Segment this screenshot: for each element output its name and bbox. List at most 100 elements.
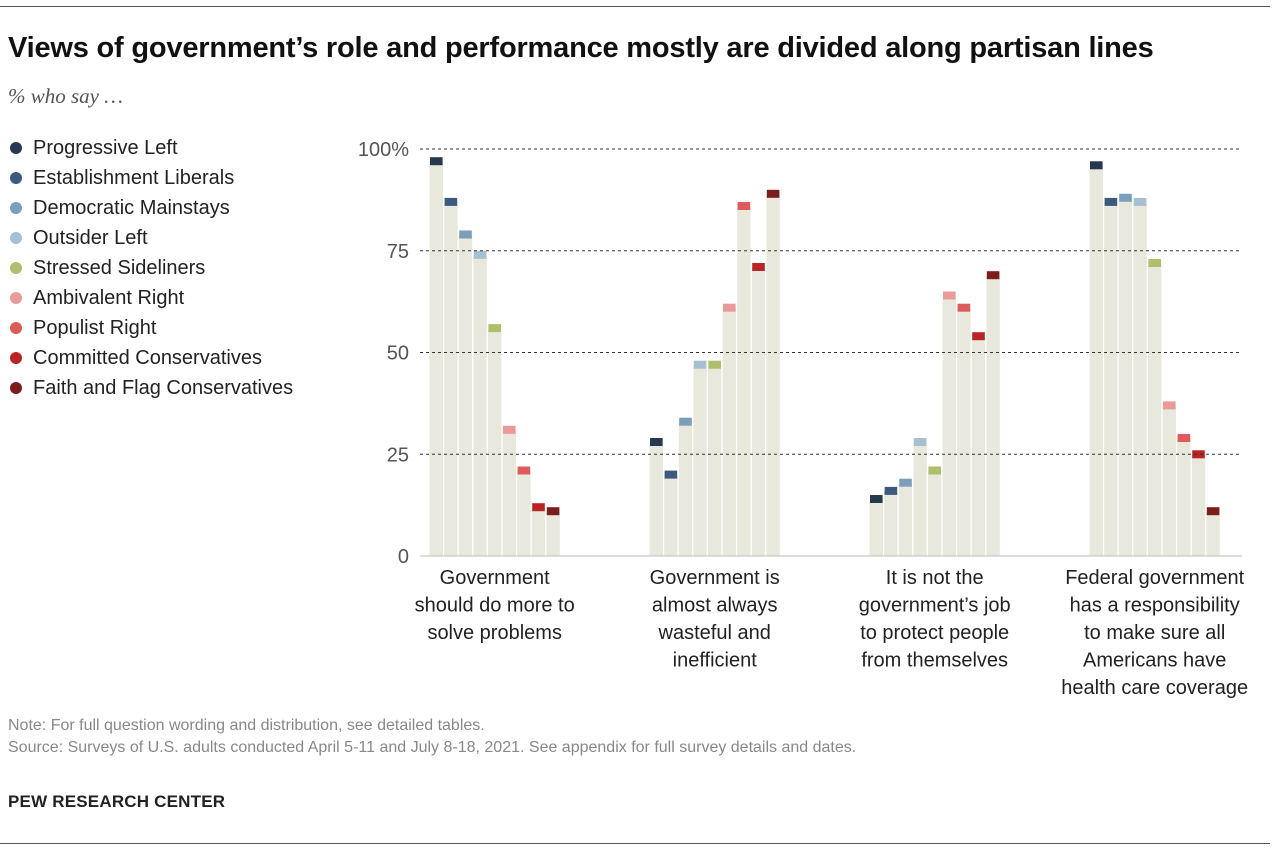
bar-marker	[679, 417, 692, 426]
bar-marker	[650, 438, 663, 446]
legend-label: Outsider Left	[33, 226, 148, 249]
bar-marker	[943, 291, 956, 300]
x-tick-label: solve problems	[427, 622, 562, 644]
bar	[750, 266, 767, 557]
y-tick-label: 25	[387, 444, 409, 466]
bar-marker	[546, 507, 560, 516]
x-tick-label: from themselves	[861, 650, 1008, 672]
bar-marker	[986, 271, 1000, 280]
bar-marker	[1177, 434, 1191, 442]
bar	[1175, 437, 1192, 557]
bar	[472, 254, 488, 557]
legend-label: Faith and Flag Conservatives	[33, 376, 294, 399]
bar	[706, 364, 723, 557]
bar	[1146, 262, 1163, 557]
legend-item: Ambivalent Right	[10, 283, 293, 313]
bar-marker	[723, 303, 736, 312]
bar	[1088, 164, 1105, 557]
bar-marker	[913, 438, 927, 446]
bar	[530, 506, 547, 557]
bar	[648, 441, 665, 557]
bar	[941, 294, 958, 557]
y-tick-label: 75	[387, 241, 409, 263]
bar	[765, 193, 781, 557]
bar	[970, 335, 987, 557]
bar	[501, 429, 518, 557]
bar-marker	[752, 263, 765, 271]
bar-marker	[444, 197, 458, 206]
legend-label: Establishment Liberals	[33, 166, 235, 189]
x-tick-label: Government	[440, 567, 550, 589]
bar	[486, 327, 503, 557]
bar	[868, 498, 885, 557]
legend-swatch	[10, 382, 22, 394]
legend-item: Committed Conservatives	[10, 343, 293, 373]
bar	[955, 307, 972, 557]
bar	[735, 205, 752, 557]
legend-swatch	[10, 142, 22, 154]
x-tick-label: wasteful and	[658, 622, 771, 644]
bar-marker	[473, 250, 487, 259]
legend-swatch	[10, 232, 22, 244]
bar-marker	[957, 303, 971, 312]
top-rule	[0, 6, 1270, 7]
legend-swatch	[10, 172, 22, 184]
bar	[677, 421, 694, 557]
bar-marker	[766, 189, 780, 198]
legend-label: Populist Right	[33, 316, 157, 339]
bar-marker	[430, 157, 443, 166]
bar-group	[428, 157, 561, 557]
x-tick-label: Federal government	[1065, 567, 1244, 589]
legend-item: Progressive Left	[10, 133, 293, 163]
legend-swatch	[10, 352, 22, 364]
bar	[1102, 201, 1119, 557]
legend-item: Democratic Mainstays	[10, 193, 293, 223]
x-tick-label: should do more to	[415, 595, 575, 617]
y-tick-label: 0	[398, 546, 409, 568]
bar-marker	[737, 202, 751, 210]
legend: Progressive Left Establishment Liberals De…	[10, 133, 293, 403]
legend-item: Stressed Sideliners	[10, 253, 293, 283]
bar	[1190, 453, 1207, 557]
x-tick-label: Americans have	[1083, 650, 1226, 672]
x-tick-label: It is not the	[886, 567, 984, 589]
bottom-rule	[0, 843, 1270, 844]
bar-group	[1088, 161, 1222, 557]
bar-marker	[928, 466, 941, 475]
bar	[428, 160, 445, 557]
legend-label: Stressed Sideliners	[33, 256, 206, 279]
legend-label: Progressive Left	[33, 136, 178, 159]
chart-title: Views of government’s role and performan…	[8, 32, 1154, 64]
x-tick-label: inefficient	[673, 650, 758, 672]
legend-item: Outsider Left	[10, 223, 293, 253]
brand-name: PEW RESEARCH CENTER	[8, 792, 226, 811]
note-text: Note: For full question wording and dist…	[8, 717, 485, 734]
bar-marker	[870, 495, 883, 503]
bar-marker	[488, 324, 501, 333]
bar-group	[868, 271, 1001, 557]
legend-label: Ambivalent Right	[33, 286, 185, 309]
bar	[1132, 201, 1149, 557]
legend-label: Committed Conservatives	[33, 346, 262, 369]
legend-item: Establishment Liberals	[10, 163, 293, 193]
bar	[1117, 197, 1134, 557]
x-tick-label: health care coverage	[1061, 677, 1248, 699]
legend-swatch	[10, 262, 22, 274]
bar-marker	[972, 332, 985, 341]
bar	[897, 482, 914, 557]
bar-marker	[1133, 197, 1147, 206]
bar	[545, 510, 561, 557]
bar-marker	[1090, 161, 1103, 170]
x-tick-label: Government is	[650, 567, 780, 589]
bar	[1161, 404, 1178, 557]
bar	[662, 474, 679, 557]
bar-marker	[459, 230, 472, 239]
bar	[912, 441, 928, 557]
bar-marker	[1104, 197, 1118, 206]
bar-marker	[1119, 193, 1132, 202]
bar-chart: 0 25 50 75 100% Government should do more to so…	[358, 139, 1248, 699]
bar	[692, 364, 708, 557]
x-tick-label: to make sure all	[1084, 622, 1225, 644]
x-tick-label: almost always	[652, 595, 778, 617]
bar	[443, 201, 459, 557]
